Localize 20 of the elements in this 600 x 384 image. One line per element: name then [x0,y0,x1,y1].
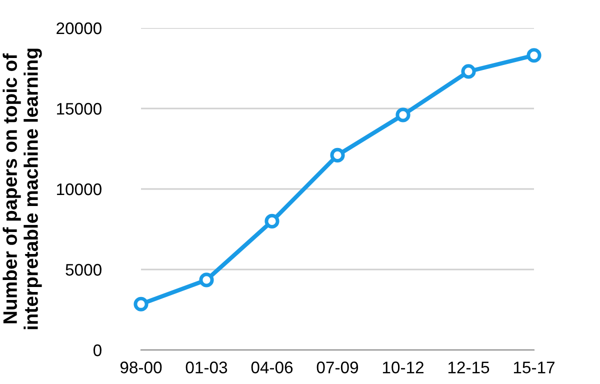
x-tick-label: 07-09 [316,362,358,374]
point [461,64,476,79]
y-tick-label: 15000 [57,102,102,115]
y-tick-label: 10000 [57,183,102,196]
y-tick-label: 0 [93,344,102,356]
x-tick-label: 98-00 [120,362,162,374]
x-tick-label: 15-17 [514,362,554,374]
x-tick-label: 10-12 [382,362,424,374]
point [396,108,410,122]
point [264,214,280,228]
y-axis-title: Number of papers on topic of interpretable machine learning [2,48,42,330]
y-tick-label: 20000 [56,22,102,34]
point [199,272,214,288]
x-tick-label: 04-06 [251,362,293,374]
y-tick-label: 5000 [66,264,102,276]
x-tick-label: 01-03 [186,362,228,374]
point [526,48,542,63]
x-tick-label: 12-15 [448,362,490,374]
point [330,148,345,162]
point [134,296,148,312]
